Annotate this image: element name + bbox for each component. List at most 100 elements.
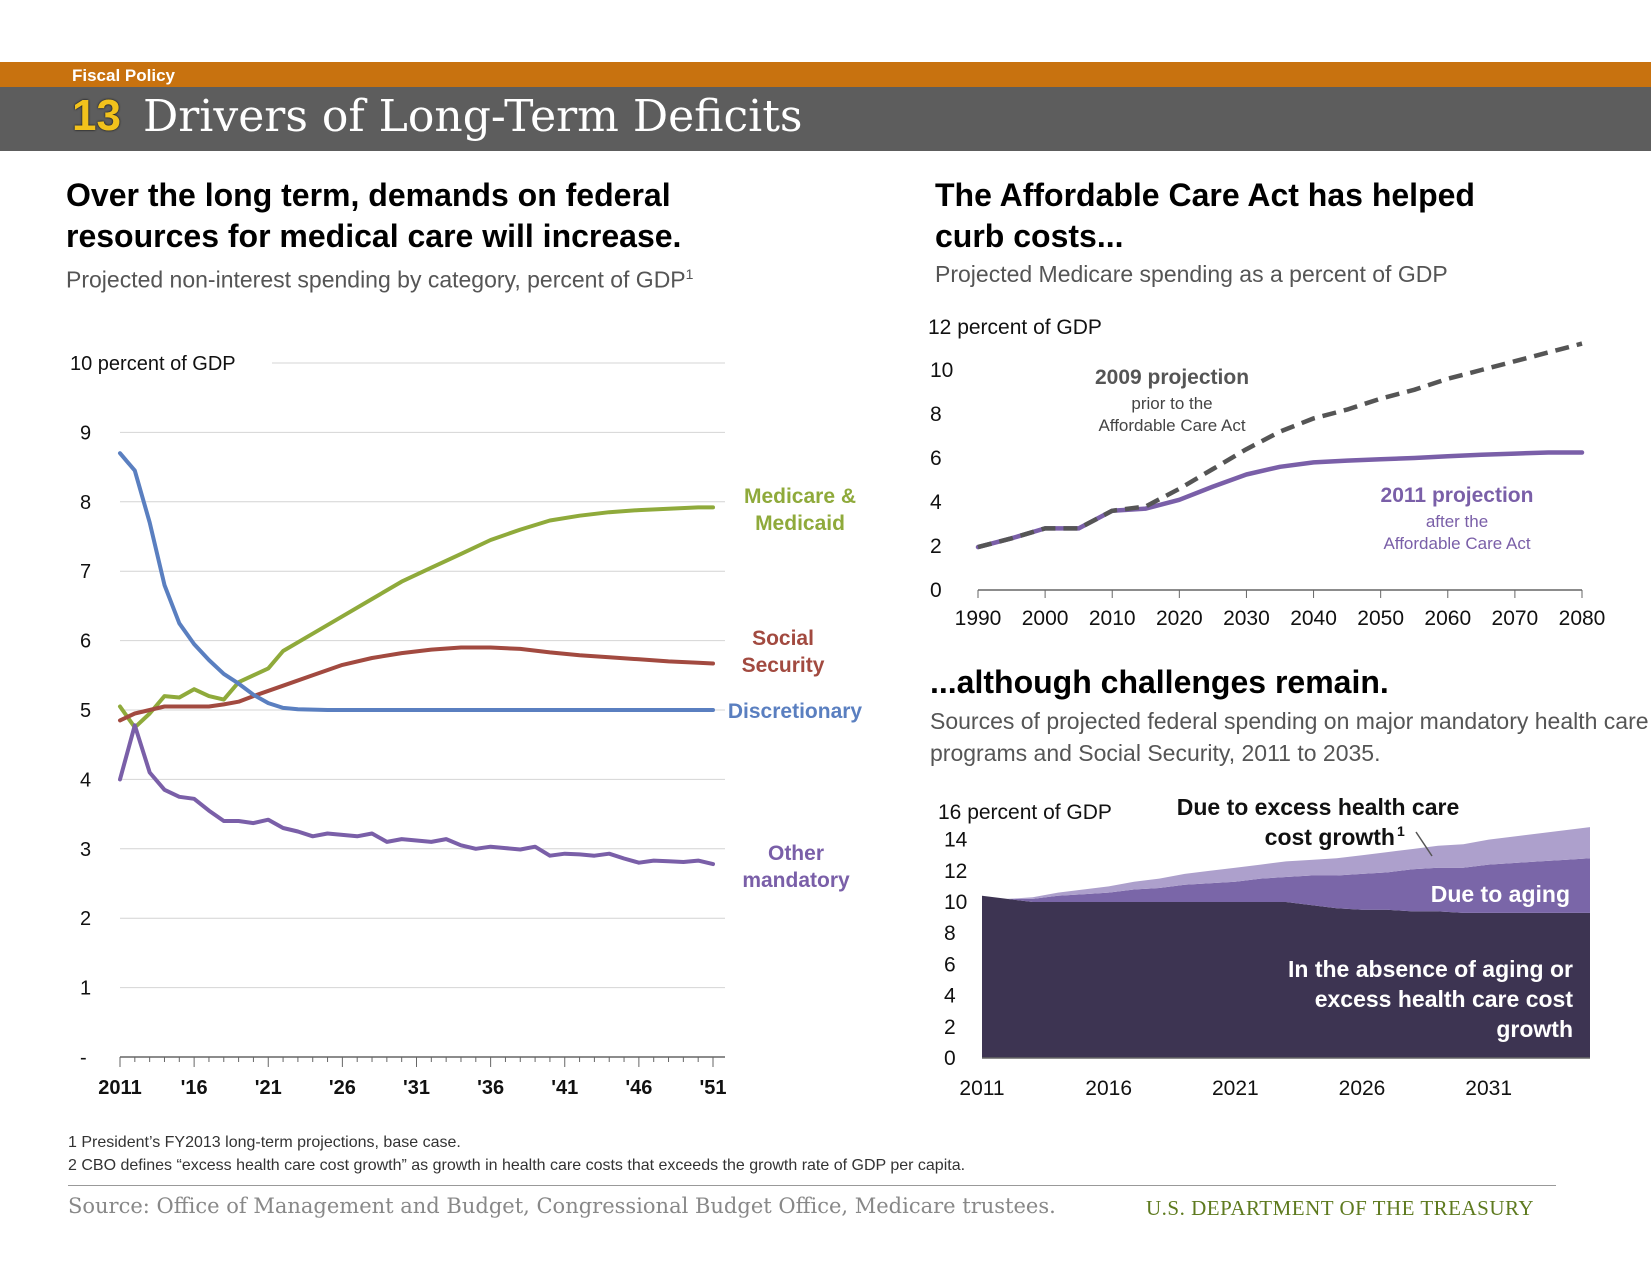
health-spending-sources-chart: 16 percent of GDP 0 2 4 6 8 10 12 14 2011 2016 2021… xyxy=(938,794,1590,1100)
page-number: 13 xyxy=(72,91,121,140)
series-note: after the xyxy=(1426,512,1488,531)
area-label: excess health care cost xyxy=(1315,986,1574,1012)
series-label: Medicare & xyxy=(744,485,856,508)
x-tick-label: '41 xyxy=(551,1077,578,1099)
x-tick-label: 2016 xyxy=(1085,1077,1132,1100)
y-tick-label: 7 xyxy=(80,561,91,583)
x-tick-label: '51 xyxy=(699,1077,726,1099)
y-tick-label: 2 xyxy=(944,1016,956,1039)
series-line-1 xyxy=(975,450,1585,550)
y-tick-label: 0 xyxy=(930,579,942,602)
area-band-0 xyxy=(982,895,1590,1058)
series-line-0 xyxy=(118,505,715,730)
series-label: Security xyxy=(742,654,825,677)
y-axis-title: 12 percent of GDP xyxy=(928,316,1102,339)
series-line-0 xyxy=(977,341,1583,550)
y-tick-label: 4 xyxy=(930,491,942,514)
title-bar: 13 Drivers of Long-Term Deficits xyxy=(0,87,1651,151)
x-tick-label: 2060 xyxy=(1424,607,1471,630)
y-tick-label: 1 xyxy=(80,978,91,1000)
x-tick-label: 2010 xyxy=(1089,607,1136,630)
series-note: prior to the xyxy=(1131,394,1212,413)
series-label: Discretionary xyxy=(728,700,863,723)
left-headline: Over the long term, demands on federal r… xyxy=(66,177,682,254)
area-label: cost growth xyxy=(1265,824,1395,850)
y-tick-label: 3 xyxy=(80,839,91,861)
y-tick-label: 9 xyxy=(80,422,91,444)
y-tick-label: 6 xyxy=(930,447,942,470)
right-top-headline: The Affordable Care Act has helped curb … xyxy=(935,177,1475,254)
footer-divider xyxy=(68,1185,1556,1186)
y-tick-label: - xyxy=(80,1047,87,1069)
series-line-2 xyxy=(118,451,715,712)
department-name: U.S. DEPARTMENT OF THE TREASURY xyxy=(1146,1196,1535,1220)
x-tick-label: 2050 xyxy=(1357,607,1404,630)
y-tick-label: 12 xyxy=(944,860,967,883)
x-tick-label: 1990 xyxy=(955,607,1002,630)
series-line-1 xyxy=(118,645,715,723)
x-tick-label: '26 xyxy=(329,1077,356,1099)
x-tick-label: 2040 xyxy=(1290,607,1337,630)
y-tick-label: 2 xyxy=(930,535,942,558)
section-bar: Fiscal Policy xyxy=(0,62,1651,87)
y-tick-label: 14 xyxy=(944,829,968,852)
right-bottom-subtitle: Sources of projected federal spending on… xyxy=(930,708,1649,766)
x-tick-label: 2030 xyxy=(1223,607,1270,630)
series-name: 2009 projection xyxy=(1095,366,1249,389)
series-label: mandatory xyxy=(742,869,850,892)
right-bottom-headline: ...although challenges remain. xyxy=(930,664,1389,700)
y-tick-label: 8 xyxy=(930,403,942,426)
area-label: In the absence of aging or xyxy=(1288,956,1573,982)
medicare-projection-chart: 12 percent of GDP 0 2 4 6 8 10 1990 2000 2010 2020… xyxy=(928,316,1606,630)
y-tick-label: 5 xyxy=(80,700,91,722)
series-line-3 xyxy=(118,723,715,867)
y-tick-label: 8 xyxy=(80,492,91,514)
leader-line xyxy=(1415,831,1433,857)
x-tick-label: '31 xyxy=(403,1077,430,1099)
area-label: Due to excess health care xyxy=(1177,794,1460,820)
right-top-subtitle: Projected Medicare spending as a percent… xyxy=(935,261,1448,287)
y-tick-label: 6 xyxy=(944,953,956,976)
x-tick-label: 2021 xyxy=(1212,1077,1259,1100)
y-tick-label: 4 xyxy=(80,769,91,791)
x-tick-label: 2080 xyxy=(1559,607,1606,630)
y-tick-label: 2 xyxy=(80,908,91,930)
area-band-2 xyxy=(982,827,1590,899)
x-tick-label: 2020 xyxy=(1156,607,1203,630)
x-tick-label: 2011 xyxy=(98,1077,141,1099)
x-tick-label: '46 xyxy=(625,1077,652,1099)
series-name: 2011 projection xyxy=(1381,484,1534,507)
x-tick-label: 2000 xyxy=(1022,607,1069,630)
x-tick-label: 2026 xyxy=(1339,1077,1386,1100)
footnote-ref: 1 xyxy=(1397,823,1405,839)
y-tick-label: 6 xyxy=(80,631,91,653)
x-tick-label: '36 xyxy=(477,1077,504,1099)
series-note: Affordable Care Act xyxy=(1383,534,1530,553)
spending-by-category-chart: - 1 2 3 4 5 6 7 8 9 10 percent of GDP 2011 '16 '21 '26… xyxy=(70,353,863,1099)
series-label: Other xyxy=(768,842,824,865)
y-tick-label: 10 xyxy=(930,359,953,382)
x-tick-label: 2031 xyxy=(1465,1077,1512,1100)
y-tick-label: 10 xyxy=(944,891,967,914)
series-note: Affordable Care Act xyxy=(1098,416,1245,435)
footnote-ref: 1 xyxy=(685,266,694,282)
left-subtitle: Projected non-interest spending by categ… xyxy=(66,266,694,293)
y-axis-title: 10 percent of GDP xyxy=(70,353,236,375)
y-axis-title: 16 percent of GDP xyxy=(938,801,1112,824)
area-label: Due to aging xyxy=(1431,881,1570,907)
x-tick-label: 2011 xyxy=(959,1077,1004,1100)
source-note: Source: Office of Management and Budget,… xyxy=(68,1194,1056,1218)
footnote-1: 1 President’s FY2013 long-term projectio… xyxy=(68,1134,461,1151)
y-tick-label: 0 xyxy=(944,1047,956,1070)
y-tick-label: 4 xyxy=(944,985,956,1008)
x-tick-label: '21 xyxy=(255,1077,282,1099)
y-tick-label: 8 xyxy=(944,922,956,945)
page-title: Drivers of Long-Term Deficits xyxy=(143,91,803,142)
section-label: Fiscal Policy xyxy=(72,66,175,85)
area-label: growth xyxy=(1496,1016,1573,1042)
area-band-1 xyxy=(982,858,1590,913)
series-label: Social xyxy=(752,627,814,650)
series-label: Medicaid xyxy=(755,512,845,535)
footnote-2: 2 CBO defines “excess health care cost g… xyxy=(68,1157,966,1174)
x-tick-label: '16 xyxy=(181,1077,208,1099)
